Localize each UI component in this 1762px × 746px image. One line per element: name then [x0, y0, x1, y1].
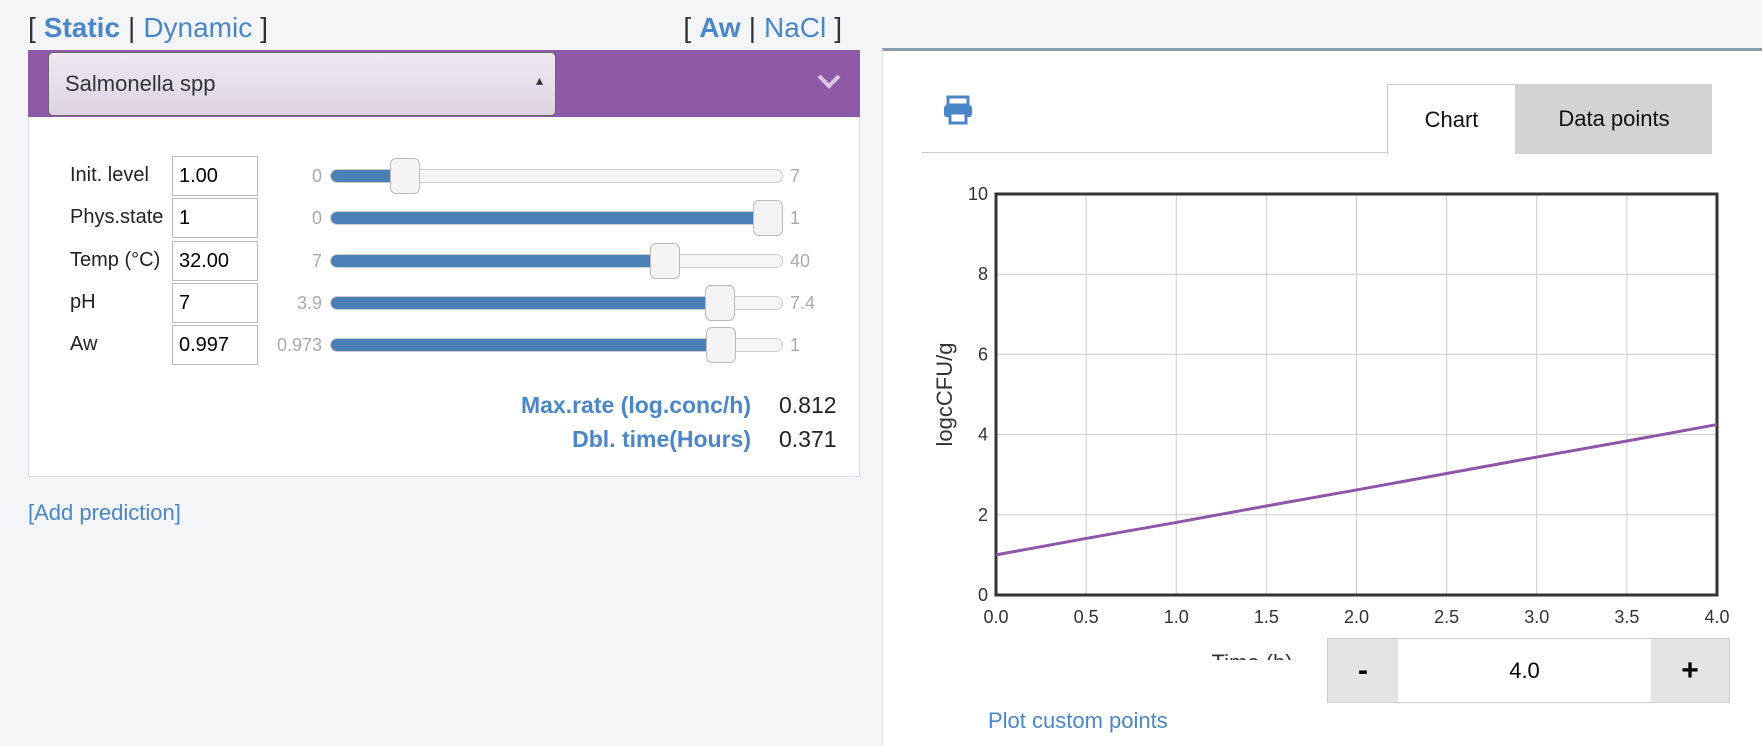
select-arrows: ▴ [536, 72, 544, 88]
toggle-text[interactable]: Dynamic [143, 12, 253, 43]
slider-fill [331, 254, 666, 267]
toggle-text: ] [834, 12, 842, 43]
toggle-text: [ [28, 12, 36, 43]
y-tick-label: 10 [968, 184, 988, 204]
x-tick-label: 1.5 [1254, 607, 1279, 627]
slider-track [330, 169, 783, 183]
slider-min: 7 [311, 250, 322, 271]
y-tick-label: 0 [978, 585, 988, 605]
y-tick-label: 2 [978, 505, 988, 525]
toggle-text[interactable]: Aw [699, 12, 741, 43]
param-input[interactable]: 1.00 [172, 156, 258, 196]
series-line [995, 423, 1718, 557]
x-tick-label: 2.5 [1434, 607, 1459, 627]
plot-frame [994, 192, 1719, 597]
y-axis-label: logcCFU/g [932, 343, 957, 447]
y-tick-label: 6 [978, 344, 988, 364]
slider-max: 7.4 [790, 292, 816, 313]
minus-button[interactable]: - [1328, 639, 1398, 702]
slider-fill [331, 212, 768, 225]
param-input[interactable]: 0.997 [172, 325, 258, 366]
time-control: - 4.0 + [1327, 638, 1730, 703]
slider-max: 1 [790, 208, 801, 229]
slider-max: 1 [790, 335, 801, 356]
param-label: Phys.state [70, 206, 164, 229]
tab[interactable]: Chart [1387, 84, 1516, 154]
organism-select[interactable]: Salmonella spp [48, 52, 556, 116]
x-tick-label: 0.5 [1074, 607, 1099, 627]
result-value: 0.371 [779, 426, 837, 452]
slider-fill [331, 296, 720, 309]
param-label: Init. level [70, 164, 149, 186]
slider-knob[interactable] [753, 200, 783, 237]
param-label: pH [70, 290, 96, 313]
param-input[interactable]: 1 [172, 198, 258, 239]
print-icon[interactable] [942, 95, 974, 125]
result-value: 0.812 [779, 392, 837, 418]
toggle-text: | [128, 12, 136, 43]
x-tick-label: 3.0 [1524, 607, 1549, 627]
slider-min: 0 [311, 208, 322, 229]
add-prediction-link[interactable]: [Add prediction] [28, 500, 181, 525]
collapse-chevron[interactable] [816, 72, 842, 90]
plot-custom-link[interactable]: Plot custom points [988, 708, 1168, 733]
slider-knob[interactable] [706, 327, 736, 364]
x-tick-label: 1.0 [1164, 607, 1189, 627]
slider-min: 3.9 [296, 292, 322, 313]
x-tick-label: 4.0 [1704, 607, 1729, 627]
toggle-text: [ [683, 12, 692, 43]
time-input[interactable]: 4.0 [1509, 658, 1540, 683]
y-tick-label: 8 [978, 264, 988, 284]
slider-min: 0.973 [276, 335, 322, 356]
result-label: Max.rate (log.conc/h) [520, 392, 751, 418]
slider-knob[interactable] [704, 284, 735, 321]
chart-panel [882, 48, 1762, 746]
water-toggle[interactable]: [Aw | NaCl] [683, 12, 850, 44]
slider-fill [331, 339, 721, 352]
slider-knob[interactable] [650, 242, 681, 279]
x-tick-label: 2.0 [1344, 607, 1369, 627]
tab-line [922, 152, 1712, 153]
slider-min: 0 [311, 166, 322, 186]
slider-max: 40 [790, 250, 811, 271]
param-input[interactable]: 32.00 [172, 240, 258, 281]
toggle-text[interactable]: Static [43, 12, 121, 43]
chart: 0 2 4 6 8 10 0.0 0.5 1.0 1.5 2.0 2.5 3.0 3.5 4.0 logcCF… [932, 184, 1730, 660]
slider-fill [331, 170, 406, 182]
x-axis-label: Time (h) [1211, 650, 1292, 660]
toggle-text: | [748, 12, 756, 43]
tab[interactable]: Data points [1516, 84, 1712, 154]
param-input[interactable]: 7 [172, 282, 258, 323]
slider-max: 7 [790, 166, 801, 186]
param-label: Aw [70, 333, 98, 356]
x-tick-label: 0.0 [983, 607, 1008, 627]
param-label: Temp (°C) [70, 248, 161, 271]
slider-knob[interactable] [390, 158, 421, 194]
x-tick-label: 3.5 [1614, 607, 1639, 627]
result-label: Dbl. time(Hours) [572, 426, 751, 452]
mode-toggle[interactable]: [Static | Dynamic] [28, 12, 276, 44]
y-tick-label: 4 [978, 425, 988, 445]
plus-button[interactable]: + [1651, 639, 1729, 702]
toggle-text: ] [260, 12, 269, 43]
toggle-text[interactable]: NaCl [763, 12, 827, 43]
